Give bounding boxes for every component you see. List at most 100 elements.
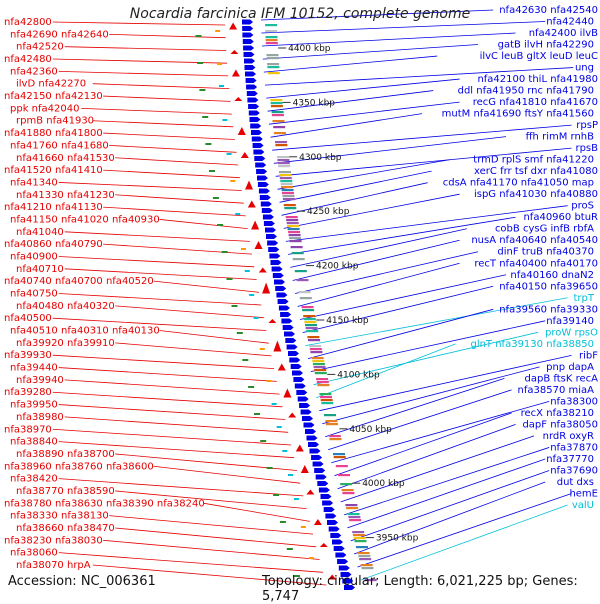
forward-leader-line <box>52 354 275 369</box>
cog-stripe <box>288 231 301 234</box>
cog-stripe <box>349 519 362 522</box>
cog-stripe <box>357 552 370 555</box>
cog-stripe <box>273 126 286 129</box>
reverse-gene-label: nfa42440 <box>546 17 594 28</box>
reverse-gene-label: nfa42100 thiL nfa41980 <box>477 74 598 85</box>
cog-stripe <box>278 165 291 168</box>
forward-leader-line <box>153 465 301 484</box>
cog-stripe <box>289 240 302 243</box>
forward-leader-line <box>58 552 323 573</box>
cog-stripe <box>273 132 286 135</box>
reverse-leader-line <box>263 55 438 73</box>
cog-stripe <box>292 258 305 261</box>
reverse-gene-arrow <box>305 429 316 434</box>
forward-gene-label: nfa42480 <box>4 54 52 65</box>
accession-text: Accession: NC_006361 <box>8 574 156 589</box>
reverse-gene-arrow <box>330 533 342 538</box>
reverse-gene-arrow <box>244 65 256 70</box>
reverse-gene-arrow <box>259 195 271 200</box>
forward-leader-line <box>58 256 255 268</box>
reverse-leader-line <box>300 274 507 320</box>
forward-leader-line <box>115 157 239 166</box>
reverse-gene-arrow <box>256 169 268 174</box>
reverse-gene-arrow <box>286 344 298 350</box>
cog-stripe <box>277 156 289 159</box>
reverse-gene-label: nfa39140 <box>546 316 594 327</box>
cog-stripe <box>301 306 314 309</box>
cog-stripe <box>359 558 372 561</box>
reverse-leader-line <box>322 366 540 425</box>
cog-stripe <box>325 420 338 423</box>
cog-stripe <box>279 174 292 177</box>
reverse-gene-arrow <box>281 318 293 324</box>
cog-stripe <box>267 63 280 66</box>
cog-stripe <box>305 324 317 327</box>
forward-gene-arrow <box>262 282 271 294</box>
forward-gene-label: nfa40740 nfa40700 nfa40520 <box>4 276 154 287</box>
reverse-gene-arrow <box>303 422 315 428</box>
forward-gene-arrow <box>328 574 337 580</box>
kbp-ruler: 4400 kbp 4350 kbp 4300 kbp 4250 kbp 4200 kbp… <box>195 35 419 577</box>
forward-gene-label: nfa38060 <box>10 548 58 559</box>
reverse-gene-arrow <box>260 201 272 207</box>
forward-gene-label: nfa42360 <box>10 66 58 77</box>
reverse-leader-line <box>270 113 423 138</box>
reverse-gene-arrow <box>325 513 337 519</box>
reverse-gene-arrow <box>246 84 258 90</box>
reverse-gene-arrow <box>284 331 295 337</box>
misc-feature <box>276 426 282 428</box>
reverse-leader-line <box>340 435 535 503</box>
cog-stripe <box>348 516 361 519</box>
misc-feature <box>266 380 272 382</box>
cog-stripe <box>281 189 294 192</box>
forward-leader-line <box>92 120 234 128</box>
cog-stripe <box>311 357 324 360</box>
reverse-leader-line <box>262 44 479 60</box>
ruler-label: 4050 kbp <box>349 425 392 435</box>
forward-gene-label: nfa38230 nfa38030 <box>4 535 103 546</box>
cog-stripe <box>271 114 284 117</box>
cog-stripe <box>352 531 365 534</box>
reverse-leader-line <box>279 170 432 203</box>
cog-stripe <box>291 252 304 255</box>
forward-gene-label: nfa38890 nfa38700 <box>16 449 115 460</box>
forward-gene-label: nfa38970 <box>4 424 52 435</box>
reverse-gene-arrow <box>333 546 345 551</box>
forward-leader-line <box>64 416 289 433</box>
misc-feature <box>271 403 277 405</box>
forward-leader-line <box>58 367 277 382</box>
reverse-gene-arrow <box>344 585 355 590</box>
reverse-gene-label: nfa40150 nfa39650 <box>499 281 598 292</box>
cog-stripe <box>328 435 341 438</box>
forward-leader-line <box>115 305 264 319</box>
cog-stripe <box>281 186 294 189</box>
misc-feature <box>219 85 224 87</box>
cog-stripe <box>265 36 278 39</box>
reverse-gene-arrow <box>315 474 327 480</box>
forward-leader-line <box>115 342 272 357</box>
cog-stripe <box>303 318 316 321</box>
forward-gene-label: nfa41210 nfa41130 <box>4 202 103 213</box>
reverse-gene-arrow <box>335 552 347 558</box>
reverse-leader-line <box>357 493 572 568</box>
cog-stripe <box>265 24 278 27</box>
reverse-gene-arrow <box>288 351 299 356</box>
cog-stripe <box>320 396 332 399</box>
reverse-leader-line <box>305 297 568 346</box>
forward-leader-line <box>103 206 246 217</box>
cog-stripe <box>267 66 280 69</box>
forward-gene-label: nfa38780 nfa38630 nfa38390 nfa38240 <box>4 498 205 509</box>
forward-leader-line <box>159 330 269 344</box>
reverse-gene-arrow <box>265 227 276 233</box>
forward-gene-label: nfa38420 <box>10 474 58 485</box>
reverse-gene-arrow <box>251 130 262 135</box>
reverse-leader-line <box>283 193 460 229</box>
cog-stripe <box>277 159 290 162</box>
cog-stripe <box>335 465 348 468</box>
cog-stripe <box>272 120 285 123</box>
cog-stripe <box>345 504 358 507</box>
reverse-gene-arrow <box>245 71 256 77</box>
cog-stripe <box>275 141 287 144</box>
